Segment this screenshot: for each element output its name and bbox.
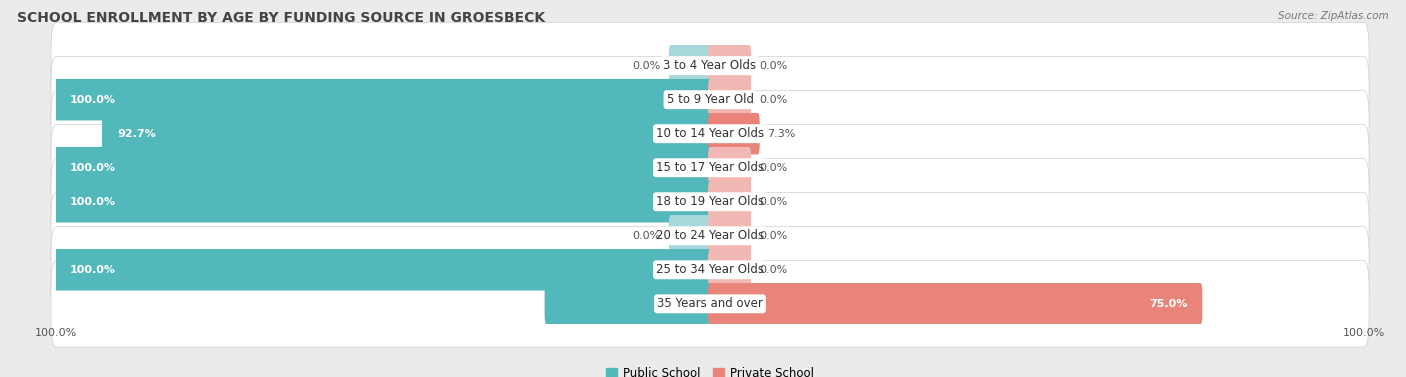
Text: 0.0%: 0.0% [759, 265, 787, 275]
FancyBboxPatch shape [709, 181, 751, 222]
FancyBboxPatch shape [709, 79, 751, 120]
FancyBboxPatch shape [51, 90, 1369, 177]
Text: 100.0%: 100.0% [69, 95, 115, 105]
FancyBboxPatch shape [51, 193, 1369, 279]
Text: 20 to 24 Year Olds: 20 to 24 Year Olds [657, 229, 763, 242]
Text: 0.0%: 0.0% [759, 197, 787, 207]
FancyBboxPatch shape [51, 23, 1369, 109]
FancyBboxPatch shape [544, 283, 711, 325]
FancyBboxPatch shape [51, 159, 1369, 245]
FancyBboxPatch shape [669, 45, 711, 86]
FancyBboxPatch shape [51, 227, 1369, 313]
Text: 100.0%: 100.0% [69, 163, 115, 173]
FancyBboxPatch shape [709, 45, 751, 86]
Text: 0.0%: 0.0% [759, 95, 787, 105]
Text: 0.0%: 0.0% [633, 61, 661, 70]
FancyBboxPatch shape [51, 57, 1369, 143]
Text: 25.0%: 25.0% [498, 299, 537, 309]
FancyBboxPatch shape [51, 261, 1369, 347]
Text: 75.0%: 75.0% [1149, 299, 1187, 309]
Text: 5 to 9 Year Old: 5 to 9 Year Old [666, 93, 754, 106]
FancyBboxPatch shape [55, 79, 711, 120]
FancyBboxPatch shape [55, 147, 711, 188]
FancyBboxPatch shape [709, 249, 751, 291]
Text: 0.0%: 0.0% [759, 61, 787, 70]
FancyBboxPatch shape [51, 124, 1369, 211]
Text: 0.0%: 0.0% [759, 231, 787, 241]
FancyBboxPatch shape [709, 147, 751, 188]
Text: SCHOOL ENROLLMENT BY AGE BY FUNDING SOURCE IN GROESBECK: SCHOOL ENROLLMENT BY AGE BY FUNDING SOUR… [17, 11, 546, 25]
FancyBboxPatch shape [709, 113, 759, 155]
Text: 92.7%: 92.7% [117, 129, 156, 139]
Text: 100.0%: 100.0% [69, 265, 115, 275]
FancyBboxPatch shape [709, 215, 751, 256]
FancyBboxPatch shape [709, 283, 1202, 325]
Text: 0.0%: 0.0% [759, 163, 787, 173]
FancyBboxPatch shape [55, 181, 711, 222]
FancyBboxPatch shape [103, 113, 711, 155]
Text: 18 to 19 Year Olds: 18 to 19 Year Olds [657, 195, 763, 208]
Text: 25 to 34 Year Olds: 25 to 34 Year Olds [657, 263, 763, 276]
Legend: Public School, Private School: Public School, Private School [606, 367, 814, 377]
Text: 0.0%: 0.0% [633, 231, 661, 241]
Text: 100.0%: 100.0% [69, 197, 115, 207]
Text: 3 to 4 Year Olds: 3 to 4 Year Olds [664, 59, 756, 72]
Text: Source: ZipAtlas.com: Source: ZipAtlas.com [1278, 11, 1389, 21]
Text: 15 to 17 Year Olds: 15 to 17 Year Olds [657, 161, 763, 174]
FancyBboxPatch shape [55, 249, 711, 291]
Text: 7.3%: 7.3% [768, 129, 796, 139]
FancyBboxPatch shape [669, 215, 711, 256]
Text: 10 to 14 Year Olds: 10 to 14 Year Olds [657, 127, 763, 140]
Text: 35 Years and over: 35 Years and over [657, 297, 763, 310]
